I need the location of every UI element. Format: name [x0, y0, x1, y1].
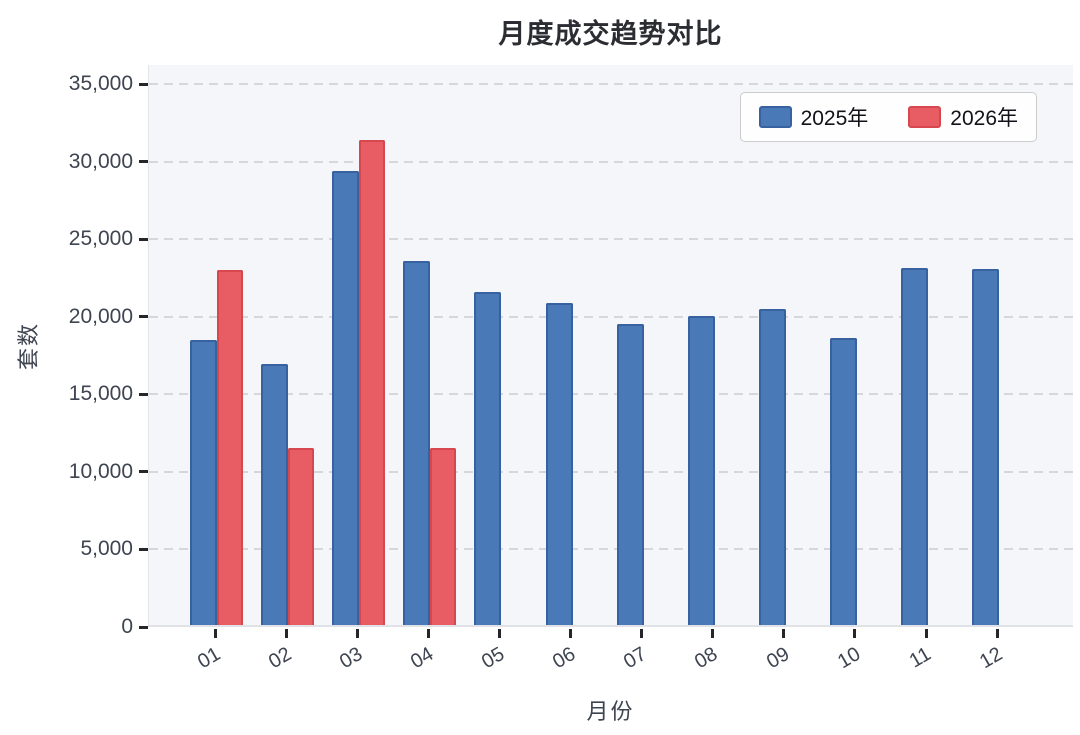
y-tick-label: 30,000 [68, 149, 133, 173]
bar-s0-m10 [829, 338, 857, 625]
y-tick-label: 25,000 [68, 227, 133, 251]
bar-s0-m07 [616, 324, 644, 625]
grid-line [149, 83, 1073, 86]
grid-line [149, 315, 1073, 318]
grid-line [149, 393, 1073, 396]
x-tick-mark [213, 629, 217, 638]
bar-s1-m02 [288, 448, 315, 625]
legend-label: 2026年 [950, 107, 1018, 130]
x-tick-mark [640, 629, 644, 638]
legend: 2025年 2026年 [739, 92, 1037, 142]
x-tick-mark [497, 629, 501, 638]
grid-line [149, 470, 1073, 473]
x-tick-label: 03 [335, 643, 367, 674]
x-tick-mark [995, 629, 999, 638]
bar-s0-m09 [758, 308, 786, 625]
x-tick-mark [711, 629, 715, 638]
x-tick-label: 05 [478, 643, 509, 674]
x-tick-label: 04 [407, 643, 438, 674]
bar-s0-m06 [545, 302, 573, 625]
bar-s1-m03 [359, 139, 386, 625]
y-tick-mark [139, 547, 148, 551]
bar-s0-m12 [972, 269, 1000, 625]
y-tick-mark [139, 237, 148, 241]
plot-area [148, 65, 1073, 627]
x-tick-mark [569, 629, 572, 638]
y-tick-mark [139, 160, 148, 164]
y-tick-mark [139, 625, 148, 629]
legend-swatch [908, 106, 942, 128]
x-tick-label: 11 [906, 643, 935, 673]
y-axis-title: 套数 [16, 321, 41, 371]
bar-s1-m04 [430, 448, 457, 625]
x-tick-label: 06 [549, 643, 580, 674]
bar-s0-m03 [332, 170, 360, 625]
bar-s0-m08 [687, 316, 715, 625]
y-tick-mark [139, 470, 148, 474]
x-tick-label: 09 [762, 643, 793, 674]
y-tick-label: 15,000 [68, 382, 133, 406]
x-tick-label: 08 [691, 643, 722, 674]
legend-item-2025[interactable]: 2025年 [758, 102, 869, 132]
bar-s0-m05 [474, 292, 502, 625]
x-tick-label: 02 [264, 643, 296, 674]
x-tick-label: 07 [620, 643, 651, 674]
x-tick-label: 01 [193, 643, 224, 674]
grid-line [149, 548, 1073, 551]
y-tick-label: 0 [121, 615, 133, 638]
y-tick-label: 35,000 [68, 72, 133, 96]
y-tick-mark [139, 82, 148, 86]
bar-s1-m01 [217, 269, 243, 625]
x-tick-mark [426, 629, 430, 638]
x-tick-mark [355, 629, 359, 638]
bar-s0-m01 [190, 339, 217, 625]
legend-swatch [758, 106, 792, 128]
x-tick-mark [924, 629, 928, 638]
x-tick-label: 10 [833, 643, 864, 674]
legend-item-2026[interactable]: 2026年 [908, 102, 1018, 132]
y-tick-mark [139, 315, 148, 319]
grid-line [149, 160, 1073, 163]
bar-s0-m04 [403, 260, 431, 625]
x-tick-mark [782, 629, 786, 638]
y-tick-label: 10,000 [68, 459, 133, 483]
bar-s0-m11 [901, 268, 928, 625]
y-tick-label: 20,000 [68, 304, 133, 328]
x-tick-mark [284, 629, 288, 638]
x-tick-mark [853, 629, 857, 638]
x-axis-title: 月份 [586, 699, 635, 724]
x-tick-label: 12 [975, 643, 1007, 674]
y-tick-mark [139, 392, 148, 396]
grid-line [149, 238, 1073, 241]
legend-label: 2025年 [800, 107, 869, 130]
y-tick-label: 5,000 [80, 537, 133, 561]
bar-s0-m02 [261, 363, 289, 625]
chart-title: 月度成交趋势对比 [498, 19, 723, 49]
